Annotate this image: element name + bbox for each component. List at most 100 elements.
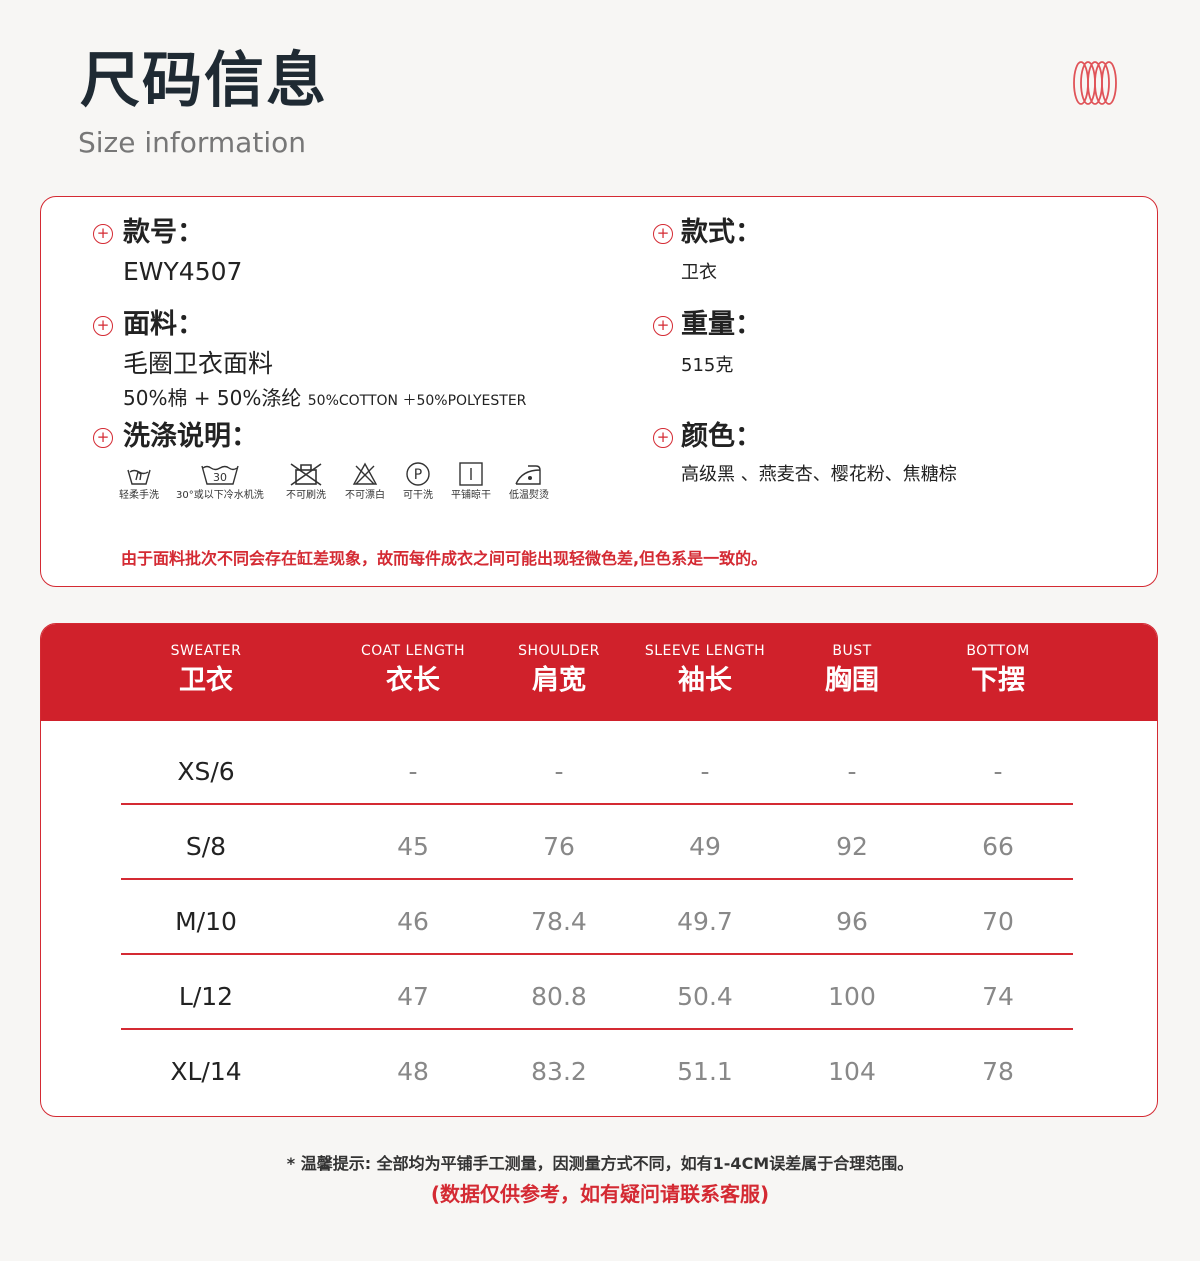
- care-item: 不可漂白: [345, 462, 385, 502]
- style-label: 款式：: [681, 217, 762, 248]
- weight-value: 515克: [681, 355, 734, 376]
- column-header: SHOULDER 肩宽: [479, 642, 639, 698]
- table-row: S/8 45 76 49 92 66: [41, 809, 1157, 884]
- measurement-cell: 49: [689, 832, 721, 861]
- color-label: 颜色：: [681, 421, 762, 452]
- care-label-text: 不可漂白: [345, 490, 385, 501]
- plus-circle-icon: +: [653, 316, 673, 336]
- column-header: BOTTOM 下摆: [918, 642, 1078, 698]
- weight-label: 重量：: [681, 309, 762, 340]
- measurement-cell: 51.1: [677, 1057, 733, 1086]
- care-label-text: 不可刷洗: [286, 490, 326, 501]
- plus-circle-icon: +: [653, 428, 673, 448]
- measurement-tip: * 温馨提示: 全部均为平铺手工测量，因测量方式不同，如有1-4CM误差属于合理…: [286, 1154, 914, 1173]
- table-row: XS/6 - - - - -: [41, 734, 1157, 809]
- iron-low-icon: [515, 465, 541, 485]
- fabric-composition: 50%棉 + 50%涤纶 50%COTTON ＋50%POLYESTER: [123, 385, 526, 414]
- table-row: L/12 47 80.8 50.4 100 74: [41, 959, 1157, 1034]
- measurement-cell: -: [408, 757, 418, 786]
- measurement-cell: 76: [543, 832, 575, 861]
- fabric-value: 毛圈卫衣面料: [123, 349, 274, 378]
- size-cell: L/12: [178, 982, 234, 1011]
- composition-zh: 50%棉 + 50%涤纶: [123, 386, 302, 410]
- measurement-cell: 96: [836, 907, 868, 936]
- measurement-cell: 47: [397, 982, 429, 1011]
- column-header-en: SLEEVE LENGTH: [644, 643, 766, 659]
- style-no-value: EWY4507: [123, 257, 243, 286]
- table-header: SWEATER 卫衣 COAT LENGTH 衣长 SHOULDER 肩宽 SLEEVE L…: [41, 624, 1157, 721]
- measurement-cell: 74: [982, 982, 1014, 1011]
- no-brush-icon: [290, 463, 322, 486]
- care-item: 30 30°或以下冷水机洗: [176, 462, 264, 502]
- table-row: XL/14 48 83.2 51.1 104 78: [41, 1034, 1157, 1109]
- measurement-cell: -: [993, 757, 1003, 786]
- column-header-zh: 衣长: [386, 665, 440, 696]
- column-header-en: SWEATER: [170, 643, 242, 659]
- care-item: 平铺晾干: [451, 462, 491, 502]
- measurement-cell: 78: [982, 1057, 1014, 1086]
- column-header: COAT LENGTH 衣长: [333, 642, 493, 698]
- measurement-cell: 46: [397, 907, 429, 936]
- care-label-text: 30°或以下冷水机洗: [176, 490, 264, 501]
- measurement-cell: 66: [982, 832, 1014, 861]
- table-row: M/10 46 78.4 49.7 96 70: [41, 884, 1157, 959]
- composition-en: 50%COTTON ＋50%POLYESTER: [307, 393, 527, 409]
- column-header-zh: 胸围: [825, 665, 879, 696]
- care-item: 轻柔手洗: [119, 462, 159, 502]
- hand-wash-icon: [127, 469, 151, 485]
- plus-circle-icon: +: [653, 224, 673, 244]
- column-header-zh: 卫衣: [179, 665, 233, 696]
- product-info-card: + 款号： EWY4507 + 款式： 卫衣 + 面料： 毛圈卫衣面料 50%棉…: [40, 196, 1158, 587]
- care-item: P 可干洗: [403, 462, 433, 502]
- measurement-cell: 50.4: [677, 982, 733, 1011]
- fabric-label: 面料：: [123, 309, 204, 340]
- care-label: 洗涤说明：: [123, 421, 258, 452]
- care-label-text: 平铺晾干: [451, 490, 491, 501]
- column-header-zh: 肩宽: [532, 665, 586, 696]
- style-value: 卫衣: [681, 262, 717, 283]
- care-label-text: 可干洗: [403, 490, 433, 501]
- measurement-cell: 104: [828, 1057, 876, 1086]
- column-header-en: COAT LENGTH: [360, 643, 466, 659]
- dry-clean-icon: P: [406, 462, 430, 486]
- row-divider: [121, 878, 1073, 880]
- column-header: SWEATER 卫衣: [126, 642, 286, 698]
- measurement-cell: 49.7: [677, 907, 733, 936]
- plus-circle-icon: +: [93, 316, 113, 336]
- size-cell: M/10: [175, 907, 237, 936]
- coil-logo-icon: [1073, 61, 1117, 105]
- measurement-cell: 78.4: [531, 907, 587, 936]
- machine-wash-30-icon: 30: [201, 465, 239, 485]
- row-divider: [121, 953, 1073, 955]
- column-header-en: SHOULDER: [518, 643, 600, 659]
- reference-note: (数据仅供参考，如有疑问请联系客服): [430, 1182, 770, 1206]
- measurement-cell: 45: [397, 832, 429, 861]
- size-cell: XS/6: [177, 757, 235, 786]
- column-header-zh: 袖长: [678, 665, 732, 696]
- page-title: 尺码信息: [80, 46, 328, 116]
- measurement-cell: -: [700, 757, 710, 786]
- care-label-text: 轻柔手洗: [119, 490, 159, 501]
- care-item: 不可刷洗: [286, 462, 326, 502]
- measurement-cell: 70: [982, 907, 1014, 936]
- column-header-en: BOTTOM: [966, 643, 1030, 659]
- row-divider: [121, 1028, 1073, 1030]
- color-variance-note: 由于面料批次不同会存在缸差现象，故而每件成衣之间可能出现轻微色差,但色系是一致的…: [121, 549, 768, 568]
- care-item: 低温熨烫: [509, 462, 549, 502]
- measurement-cell: 100: [828, 982, 876, 1011]
- column-header-en: BUST: [832, 643, 872, 659]
- size-cell: XL/14: [170, 1057, 242, 1086]
- measurement-cell: 80.8: [531, 982, 587, 1011]
- measurement-cell: -: [847, 757, 857, 786]
- size-cell: S/8: [185, 832, 227, 861]
- care-label-text: 低温熨烫: [509, 490, 549, 501]
- color-value: 高级黑 、燕麦杏、樱花粉、焦糖棕: [681, 464, 957, 485]
- measurement-cell: 83.2: [531, 1057, 587, 1086]
- size-table: SWEATER 卫衣 COAT LENGTH 衣长 SHOULDER 肩宽 SLEEVE L…: [40, 623, 1158, 1117]
- svg-text:P: P: [414, 467, 422, 483]
- flat-dry-icon: [459, 462, 483, 486]
- measurement-cell: -: [554, 757, 564, 786]
- svg-text:30: 30: [213, 471, 227, 484]
- plus-circle-icon: +: [93, 428, 113, 448]
- column-header: BUST 胸围: [772, 642, 932, 698]
